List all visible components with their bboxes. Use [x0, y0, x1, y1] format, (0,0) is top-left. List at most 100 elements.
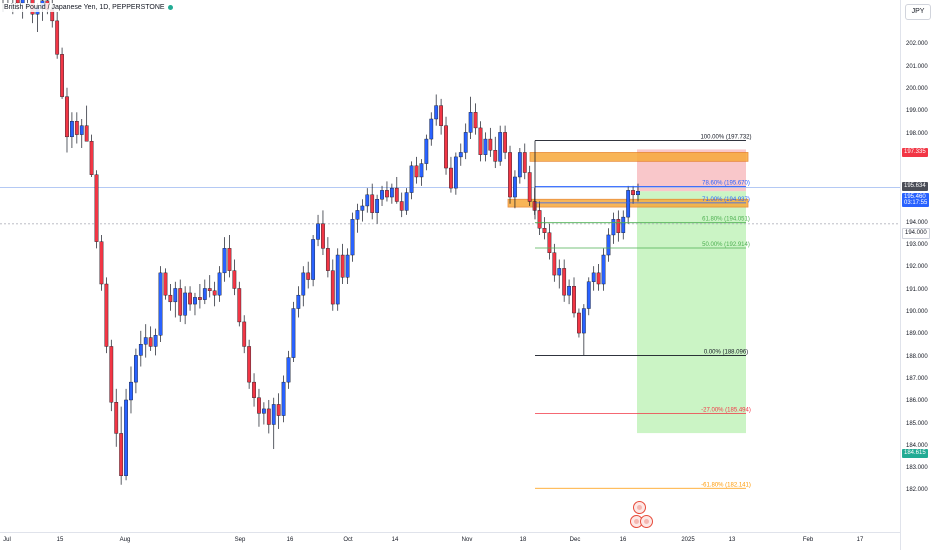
price-tick-label: 194.000 — [906, 219, 928, 226]
candle-body — [168, 294, 173, 303]
candle-body — [483, 138, 488, 155]
candle-body — [552, 252, 557, 276]
candle-body — [197, 297, 202, 300]
candle-body — [276, 404, 281, 416]
candle-body — [463, 132, 468, 153]
candle-body — [345, 254, 350, 278]
candle-body — [202, 288, 207, 300]
candle-body — [581, 308, 586, 334]
price-axis[interactable]: JPY 202.000 201.000 200.000 199.000 198.000 1… — [900, 0, 932, 550]
symbol-title-text: British Pound / Japanese Yen, 1D, PEPPER… — [4, 4, 165, 11]
candle-body — [158, 272, 163, 336]
economic-event-icon[interactable] — [633, 501, 646, 514]
candle-body — [153, 335, 158, 347]
candle-body — [577, 312, 581, 334]
candle-body — [419, 163, 424, 178]
candle-body — [89, 141, 94, 175]
time-label: 14 — [391, 537, 399, 543]
candle-body — [119, 433, 124, 476]
price-tick-label: 189.000 — [906, 331, 928, 338]
candle-body — [517, 152, 522, 178]
candle-body — [222, 248, 227, 274]
candle-body — [567, 286, 571, 296]
candle-body — [306, 272, 311, 280]
economic-event-icon[interactable] — [640, 515, 653, 528]
price-tick-label: 186.000 — [906, 398, 928, 405]
candle-body — [424, 138, 429, 164]
candle-body — [409, 165, 414, 193]
candle-body — [493, 150, 498, 162]
candle-body — [143, 337, 148, 345]
candle-body — [562, 268, 567, 296]
candle-body — [70, 121, 74, 138]
candle-body — [606, 234, 611, 256]
candle-body — [557, 268, 562, 276]
candle-body — [252, 381, 256, 398]
time-axis[interactable]: Jul 15 Aug Sep 16 Oct 14 Nov 18 Dec 16 2025 13 Feb 17 — [0, 532, 900, 551]
price-tick-label: 184.000 — [906, 442, 928, 449]
price-tick-label: 185.000 — [906, 420, 928, 427]
candle-body — [183, 292, 188, 316]
currency-button[interactable]: JPY — [905, 4, 931, 20]
candle-body — [488, 138, 493, 151]
candle-body — [498, 132, 503, 162]
candle-body — [636, 191, 640, 196]
candle-body — [109, 346, 114, 403]
candle-body — [616, 219, 621, 233]
time-label: Oct — [343, 537, 353, 543]
candle-body — [503, 132, 507, 153]
candle-body — [439, 105, 444, 126]
candle-body — [631, 190, 635, 196]
time-label: 16 — [619, 537, 627, 543]
candle-body — [601, 254, 606, 285]
candle-body — [291, 308, 296, 358]
candle-body — [394, 187, 399, 202]
candle-body — [124, 399, 128, 476]
fib-level-label: 0.00% (188.096) — [704, 349, 748, 355]
price-tick-label: 192.000 — [906, 264, 928, 271]
fib-level-label: -27.00% (185.494) — [701, 407, 751, 413]
fib-level-label: 61.80% (194.051) — [702, 217, 750, 223]
chart-area[interactable]: 100.00% (197.732) 78.60% (195.670) 71.00% … — [0, 0, 900, 532]
candle-body — [621, 216, 626, 233]
candle-body — [429, 118, 434, 140]
time-label: Sep — [234, 537, 246, 543]
time-label: Feb — [802, 537, 814, 543]
target-price-tag: 197.335 — [902, 148, 928, 157]
candle-body — [217, 272, 222, 296]
price-tick-label: 201.000 — [906, 63, 928, 70]
fib-level-label: -61.80% (182.141) — [701, 482, 751, 488]
fib-level-label: 50.00% (192.914) — [702, 242, 750, 248]
candle-body — [513, 176, 517, 198]
candle-body — [547, 232, 552, 253]
price-tick-label: 191.000 — [906, 286, 928, 293]
candle-body — [404, 192, 409, 211]
time-label: 15 — [56, 537, 64, 543]
candle-body — [138, 344, 143, 356]
price-tick-label: 202.000 — [906, 41, 928, 48]
candle-body — [321, 223, 325, 249]
candle-body — [148, 337, 153, 347]
candle-body — [365, 194, 370, 207]
price-chart[interactable]: 100.00% (197.732) 78.60% (195.670) 71.00% … — [0, 0, 900, 532]
price-tick-label: 193.000 — [906, 242, 928, 249]
candle-body — [508, 152, 512, 198]
candle-body — [478, 127, 483, 155]
candle-body — [586, 281, 591, 309]
price-tick-label: 198.000 — [906, 130, 928, 137]
current-price-tag: 195.634 — [902, 182, 928, 191]
candle-body — [375, 199, 380, 213]
candle-body — [370, 194, 375, 213]
candle-body — [74, 121, 79, 135]
symbol-title[interactable]: British Pound / Japanese Yen, 1D, PEPPER… — [2, 3, 175, 12]
candle-body — [316, 223, 320, 240]
candle-body — [104, 283, 109, 347]
fib-level-label: 100.00% (197.732) — [700, 135, 751, 141]
candle-body — [414, 165, 419, 178]
candle-body — [212, 290, 217, 296]
candle-body — [257, 397, 261, 414]
fib-level-label: 78.60% (195.670) — [702, 181, 750, 187]
bar-countdown: 03:17:55 — [904, 200, 928, 206]
time-label: Nov — [461, 537, 473, 543]
price-tick-label: 183.000 — [906, 465, 928, 472]
